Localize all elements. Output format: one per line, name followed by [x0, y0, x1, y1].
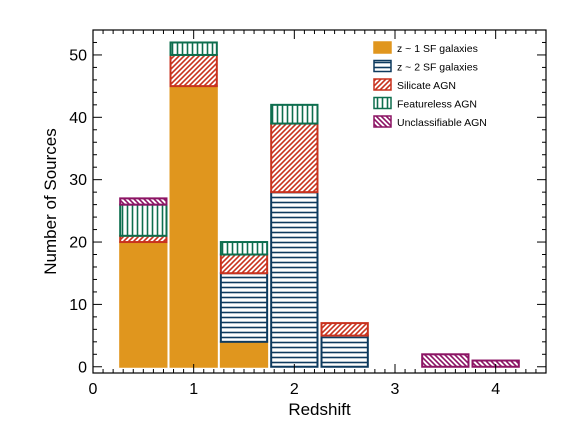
legend-swatch — [373, 96, 392, 110]
legend-swatch — [373, 59, 392, 73]
x-tick-label: 0 — [89, 381, 98, 398]
bar-segment — [169, 41, 218, 56]
x-tick-label: 2 — [290, 381, 299, 398]
x-tick-label: 4 — [491, 381, 500, 398]
bar-segment — [270, 122, 319, 194]
x-axis-label: Redshift — [288, 400, 351, 419]
bar-segment — [270, 191, 319, 368]
bar-segment — [320, 322, 369, 337]
legend-label: z ~ 2 SF galaxies — [397, 62, 478, 74]
legend-label: Silicate AGN — [397, 80, 456, 92]
bar-segment — [119, 203, 168, 237]
legend-label: Featureless AGN — [397, 99, 477, 111]
bar-segment — [169, 85, 218, 368]
y-tick-label: 20 — [69, 235, 87, 252]
bars-layer — [119, 41, 520, 368]
y-tick-label: 10 — [69, 297, 87, 314]
bar-segment — [119, 197, 168, 206]
bar-segment — [119, 241, 168, 368]
y-tick-label: 40 — [69, 110, 87, 127]
bar-segment — [219, 241, 269, 256]
plot-frame — [92, 29, 547, 374]
y-axis-label: Number of Sources — [41, 128, 60, 274]
y-tick-label: 0 — [78, 359, 87, 376]
bar-segment — [320, 334, 369, 368]
bar-segment — [270, 103, 319, 125]
x-tick-label: 1 — [189, 381, 198, 398]
legend-swatch — [373, 41, 392, 54]
legend: z ~ 1 SF galaxies z ~ 2 SF galaxies Silica… — [373, 41, 487, 129]
legend-label: z ~ 1 SF galaxies — [397, 43, 478, 55]
bar-segment — [169, 53, 218, 88]
legend-swatch — [373, 115, 392, 128]
legend-swatch — [373, 78, 392, 91]
y-tick-label: 30 — [69, 172, 87, 189]
bar-segment — [219, 340, 269, 368]
x-tick-label: 3 — [391, 381, 400, 398]
bar-segment — [421, 353, 470, 368]
bar-segment — [219, 272, 269, 343]
legend-label: Unclassifiable AGN — [397, 117, 487, 129]
y-tick-label: 50 — [69, 47, 87, 64]
bar-segment — [219, 253, 269, 275]
